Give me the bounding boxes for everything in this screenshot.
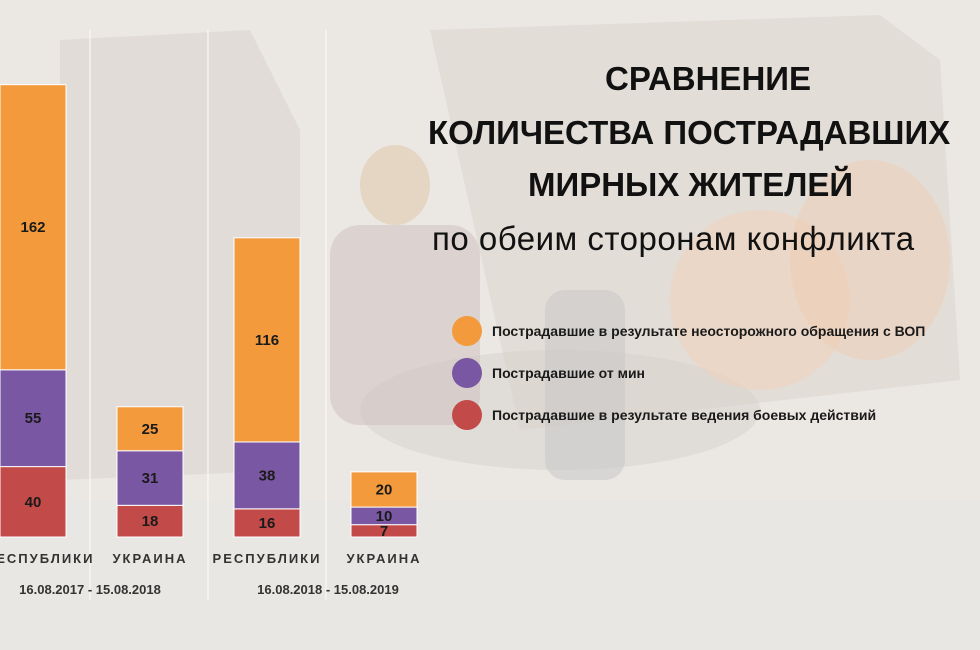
category-label-2: УКРАИНА [112, 551, 187, 566]
subtitle: по обеим сторонам конфликта [432, 220, 915, 257]
legend-label-mines: Пострадавшие от мин [492, 365, 646, 381]
bar-accidents-4 [350, 471, 418, 508]
bar-mines-2 [116, 450, 184, 506]
legend-swatch-mines [452, 358, 482, 388]
legend-swatch-combat [452, 400, 482, 430]
legend-label-accidents: Пострадавшие в результате неосторожного … [492, 323, 926, 339]
value-label-combat-1: 40 [25, 494, 42, 511]
value-label-accidents-2: 25 [142, 421, 159, 438]
title-line-3: МИРНЫХ ЖИТЕЛЕЙ [528, 166, 854, 203]
bar-accidents-1 [0, 84, 67, 371]
column-separators [89, 30, 327, 600]
category-label-1: РЕСПУБЛИКИ [0, 551, 94, 566]
bar-accidents-3 [233, 237, 301, 443]
value-label-accidents-3: 116 [255, 332, 279, 349]
value-label-accidents-1: 162 [20, 219, 45, 236]
value-label-mines-1: 55 [25, 410, 42, 427]
value-label-combat-2: 18 [142, 513, 159, 530]
title-line-1: СРАВНЕНИЕ [605, 60, 812, 97]
value-label-combat-3: 16 [259, 515, 276, 532]
category-label-3: РЕСПУБЛИКИ [213, 551, 322, 566]
bar-value-labels: 40 55 162 18 31 25 16 38 116 710 20 [20, 219, 392, 540]
period-labels: 16.08.2017 - 15.08.2018 16.08.2018 - 15.0… [19, 582, 399, 597]
bar-combat-2 [116, 504, 184, 538]
bar-combat-1 [0, 466, 67, 538]
bar-combat-3 [233, 508, 301, 538]
bar-mines-1 [0, 369, 67, 468]
value-label-accidents-4: 20 [376, 481, 393, 498]
legend-item-combat: Пострадавшие в результате ведения боевых… [452, 399, 876, 431]
legend-label-combat: Пострадавшие в результате ведения боевых… [492, 407, 877, 423]
value-label-combat-4: 7 [380, 523, 388, 540]
bar-mines-3 [233, 441, 301, 510]
period-label-2: 16.08.2018 - 15.08.2019 [257, 582, 399, 597]
value-label-mines-2: 31 [142, 470, 159, 487]
legend-item-accidents: Пострадавшие в результате неосторожного … [452, 315, 925, 347]
bars-group [0, 84, 418, 538]
bar-accidents-2 [116, 406, 184, 452]
title-line-2: КОЛИЧЕСТВА ПОСТРАДАВШИХ [428, 114, 951, 151]
value-label-mines-3: 38 [259, 467, 276, 484]
legend-item-mines: Пострадавшие от мин [452, 357, 645, 389]
category-labels: РЕСПУБЛИКИ УКРАИНА РЕСПУБЛИКИ УКРАИНА [0, 551, 421, 566]
category-label-4: УКРАИНА [346, 551, 421, 566]
legend-swatch-accidents [452, 316, 482, 346]
period-label-1: 16.08.2017 - 15.08.2018 [19, 582, 161, 597]
value-label-mines-4: 10 [376, 508, 393, 525]
